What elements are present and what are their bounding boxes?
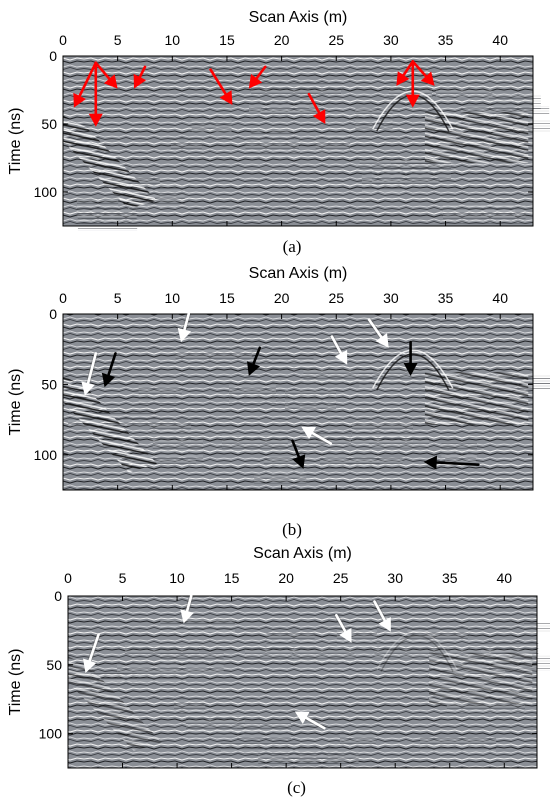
y-axis-title: Time (ns)	[7, 108, 24, 175]
hyperbola	[380, 634, 454, 672]
reflection-band	[424, 372, 529, 425]
plot-frame	[62, 55, 534, 227]
x-tick-label: 25	[333, 570, 349, 586]
annotation-arrow	[329, 335, 348, 365]
x-tick-label: 0	[59, 290, 67, 306]
x-tick-label: 35	[438, 32, 454, 48]
x-tick-label: 5	[119, 570, 127, 586]
hyperbola	[376, 353, 450, 391]
annotation-arrow	[209, 68, 233, 105]
x-tick-label: 5	[114, 290, 122, 306]
y-tick-label: 50	[41, 376, 57, 392]
annotation-arrow	[246, 346, 262, 376]
annotation-arrow	[291, 439, 306, 469]
x-tick-label: 30	[387, 570, 403, 586]
x-tick-label: 40	[492, 32, 508, 48]
panel-label: (c)	[287, 778, 306, 797]
y-tick-label: 50	[46, 657, 62, 673]
x-tick-label: 20	[278, 570, 294, 586]
reflection-band	[424, 112, 529, 164]
annotation-arrow	[133, 65, 147, 89]
plot-frame	[62, 313, 534, 491]
x-tick-label: 15	[219, 32, 235, 48]
x-tick-label: 0	[59, 32, 67, 48]
hyperbola	[376, 630, 458, 670]
x-axis-title: Scan Axis (m)	[253, 545, 352, 562]
annotation-arrow	[396, 60, 415, 86]
annotation-arrow	[177, 312, 192, 343]
annotation-arrow	[248, 65, 267, 89]
x-tick-label: 20	[274, 32, 290, 48]
annotation-arrow	[83, 633, 101, 674]
annotation-arrow	[101, 352, 117, 388]
x-tick-label: 20	[274, 290, 290, 306]
x-tick-label: 10	[165, 290, 181, 306]
y-tick-label: 0	[49, 48, 57, 64]
hyperbola	[372, 349, 454, 389]
reflection-band	[429, 652, 533, 705]
annotation-arrow	[94, 61, 118, 89]
x-tick-label: 10	[169, 570, 185, 586]
annotation-arrow	[294, 711, 326, 731]
annotation-arrow	[423, 455, 480, 470]
y-axis-title: Time (ns)	[7, 649, 24, 716]
annotation-arrow	[411, 60, 435, 86]
panel-label: (a)	[283, 237, 302, 256]
reflection-band	[63, 115, 157, 209]
y-axis-title: Time (ns)	[7, 369, 24, 436]
panel-c: 0 5 10 15 20 25 30 35 40 0 50 100 Scan Axis (m) Time …	[7, 545, 550, 797]
x-tick-label: 5	[114, 32, 122, 48]
x-tick-label: 25	[328, 32, 344, 48]
y-tick-label: 100	[34, 184, 58, 200]
annotation-arrow	[403, 340, 418, 376]
x-tick-label: 0	[64, 570, 72, 586]
annotation-arrow	[372, 600, 391, 632]
annotation-arrow	[88, 61, 103, 127]
y-tick-label: 100	[39, 726, 63, 742]
panel-b: 0 5 10 15 20 25 30 35 40 0 50 100 Scan Axis (m) Time …	[7, 265, 550, 539]
y-tick-label: 100	[34, 447, 58, 463]
panel-a: 0 5 10 15 20 25 30 35 40 0 50 100 Scan Axis (m) Time …	[7, 9, 550, 256]
plot-frame	[67, 595, 538, 769]
y-tick-label: 50	[41, 116, 57, 132]
x-tick-label: 25	[328, 290, 344, 306]
x-tick-label: 10	[165, 32, 181, 48]
x-axis-title: Scan Axis (m)	[249, 265, 348, 282]
x-tick-label: 30	[383, 290, 399, 306]
x-tick-label: 35	[438, 290, 454, 306]
annotation-arrow	[81, 352, 98, 396]
x-tick-label: 15	[224, 570, 240, 586]
annotation-arrow	[301, 426, 333, 446]
annotation-arrow	[73, 61, 98, 108]
x-tick-label: 40	[496, 570, 512, 586]
reflection-band	[63, 375, 157, 473]
radargram-texture	[76, 81, 550, 231]
panel-label: (b)	[282, 520, 302, 539]
annotation-arrow	[367, 318, 389, 348]
x-tick-label: 40	[492, 290, 508, 306]
y-tick-label: 0	[54, 588, 62, 604]
x-tick-label: 35	[442, 570, 458, 586]
x-axis-title: Scan Axis (m)	[249, 9, 348, 26]
y-tick-label: 0	[49, 306, 57, 322]
annotation-arrow	[307, 92, 326, 124]
reflection-band	[68, 656, 162, 751]
annotation-arrow	[180, 594, 194, 624]
x-tick-label: 15	[219, 290, 235, 306]
annotation-arrow	[405, 60, 420, 108]
x-tick-label: 30	[383, 32, 399, 48]
annotation-arrow	[334, 613, 352, 643]
